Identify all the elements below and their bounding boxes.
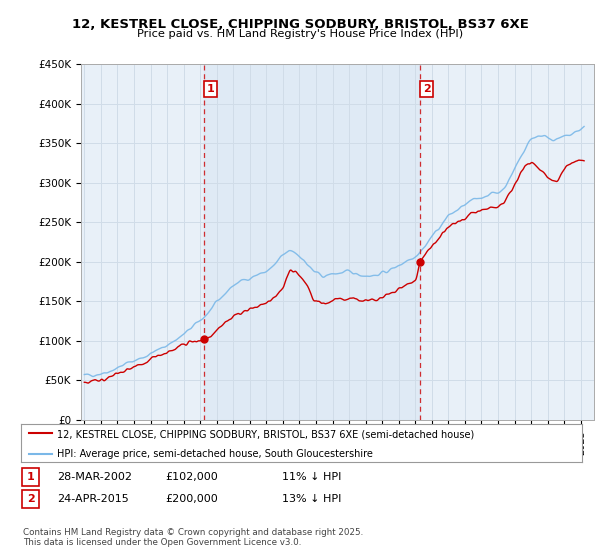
Text: 13% ↓ HPI: 13% ↓ HPI [282,494,341,504]
Text: 1: 1 [206,84,214,94]
Text: 1: 1 [27,472,34,482]
Text: 2: 2 [27,494,34,504]
Text: Price paid vs. HM Land Registry's House Price Index (HPI): Price paid vs. HM Land Registry's House … [137,29,463,39]
Text: £102,000: £102,000 [165,472,218,482]
Text: 12, KESTREL CLOSE, CHIPPING SODBURY, BRISTOL, BS37 6XE (semi-detached house): 12, KESTREL CLOSE, CHIPPING SODBURY, BRI… [58,429,475,439]
Text: 24-APR-2015: 24-APR-2015 [57,494,129,504]
Bar [204,64,421,420]
Text: Contains HM Land Registry data © Crown copyright and database right 2025.
This d: Contains HM Land Registry data © Crown c… [23,528,363,547]
Text: 28-MAR-2002: 28-MAR-2002 [57,472,132,482]
Text: 2: 2 [423,84,431,94]
Text: £200,000: £200,000 [165,494,218,504]
Text: 12, KESTREL CLOSE, CHIPPING SODBURY, BRISTOL, BS37 6XE: 12, KESTREL CLOSE, CHIPPING SODBURY, BRI… [71,18,529,31]
Text: 11% ↓ HPI: 11% ↓ HPI [282,472,341,482]
Text: HPI: Average price, semi-detached house, South Gloucestershire: HPI: Average price, semi-detached house,… [58,449,373,459]
